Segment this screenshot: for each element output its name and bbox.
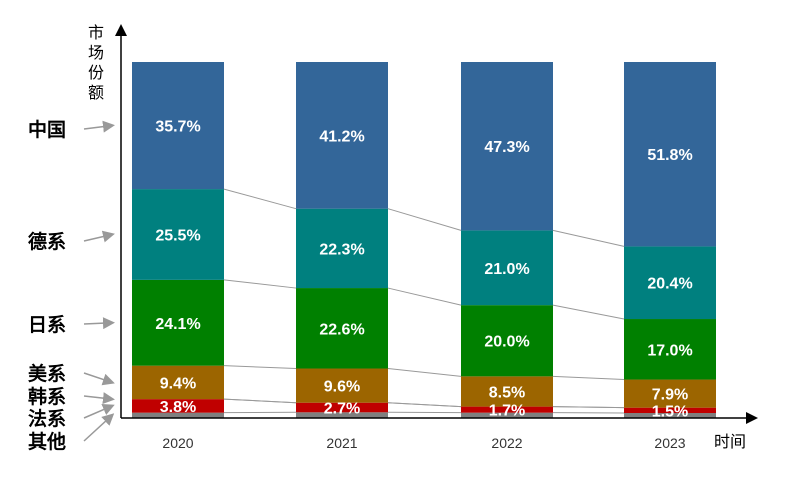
legend-arrow [84,126,112,129]
legend-label: 德系 [28,230,66,253]
data-label: 51.8% [647,147,692,164]
connector-line [224,366,296,369]
data-label: 20.0% [484,334,529,351]
connector-line [553,376,624,379]
data-label: 47.3% [484,139,529,156]
data-label: 22.6% [319,321,364,338]
x-tick-label: 2021 [326,435,357,451]
data-label: 9.4% [160,375,196,392]
connector-line [388,369,461,377]
connector-line [224,280,296,288]
data-label: 25.5% [155,227,200,244]
y-axis-label: 市场份额 [88,24,104,102]
connector-line [388,288,461,305]
data-label: 3.8% [160,399,196,416]
data-label: 1.7% [489,403,525,420]
x-tick-label: 2020 [162,435,193,451]
connector-line [553,407,624,408]
x-axis-label: 时间 [714,433,746,451]
legend-arrow [84,373,112,382]
data-label: 41.2% [319,128,364,145]
data-label: 20.4% [647,276,692,293]
legend-label: 韩系 [28,385,66,408]
data-label: 21.0% [484,261,529,278]
data-label: 9.6% [324,379,360,396]
data-label: 35.7% [155,119,200,136]
legend-arrow [84,415,112,441]
legend-arrow [84,234,112,241]
connector-line [553,305,624,319]
data-label: 22.3% [319,241,364,258]
x-tick-label: 2023 [654,435,685,451]
connector-line [224,399,296,403]
data-labels: 3.8% 9.4% 24.1% 25.5% 35.7% 2.7% 9.6% 22.6% 22.3… [155,119,692,421]
connector-line [388,403,461,407]
legend-label: 法系 [28,407,66,430]
data-label: 8.5% [489,384,525,401]
x-tick-labels: 2020 2021 2022 2023 [162,435,685,451]
data-label: 17.0% [647,342,692,359]
data-label: 24.1% [155,316,200,333]
x-tick-label: 2022 [491,435,522,451]
connector-line [388,209,461,231]
bars [132,62,716,418]
legend-label: 其他 [28,430,66,453]
data-label: 7.9% [652,387,688,404]
legend-arrow [84,323,112,324]
connector-line [224,189,296,209]
connector-line [553,230,624,246]
legend-label: 中国 [28,118,66,141]
connector-lines [224,189,624,413]
legend-label: 日系 [28,314,66,336]
legend-label: 美系 [28,362,66,385]
data-label: 2.7% [324,400,360,417]
data-label: 1.5% [652,403,688,420]
legend-arrow [84,406,112,418]
legend-arrow [84,396,112,399]
